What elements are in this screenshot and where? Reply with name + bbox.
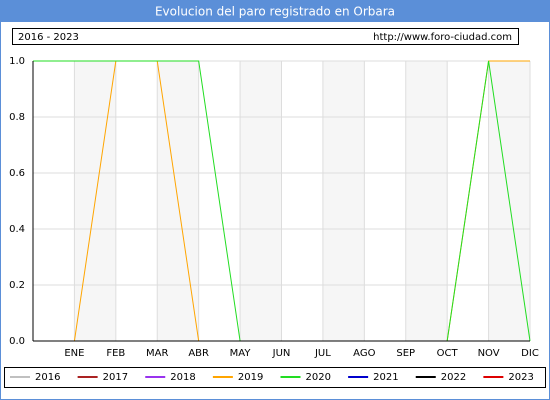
legend-label: 2019 — [238, 372, 263, 383]
y-tick-label: 0.4 — [9, 224, 25, 235]
title-bar — [0, 0, 550, 22]
source: http://www.foro-ciudad.com — [373, 32, 512, 43]
legend-label: 2021 — [373, 372, 398, 383]
subtitle: 2016 - 2023 — [18, 32, 79, 43]
x-tick-label: ENE — [64, 348, 84, 359]
y-tick-label: 0.0 — [9, 336, 25, 347]
x-tick-label: OCT — [437, 348, 459, 359]
legend-label: 2023 — [508, 372, 533, 383]
x-tick-label: MAR — [146, 348, 168, 359]
x-tick-label: JUL — [314, 348, 331, 359]
legend-label: 2020 — [306, 372, 331, 383]
x-tick-label: DIC — [521, 348, 539, 359]
band — [322, 61, 365, 341]
y-tick-label: 0.8 — [9, 112, 25, 123]
legend-label: 2016 — [35, 372, 60, 383]
chart-title: Evolucion del paro registrado en Orbara — [155, 5, 395, 19]
x-tick-label: NOV — [478, 348, 500, 359]
legend-box — [4, 367, 546, 388]
x-tick-label: JUN — [272, 348, 291, 359]
band — [405, 61, 448, 341]
legend-label: 2018 — [170, 372, 195, 383]
y-tick-label: 0.6 — [9, 168, 25, 179]
x-tick-label: ABR — [188, 348, 209, 359]
x-tick-label: SEP — [396, 348, 415, 359]
legend-label: 2017 — [103, 372, 128, 383]
subtitle-box — [12, 28, 519, 45]
legend-label: 2022 — [441, 372, 466, 383]
x-tick-label: AGO — [353, 348, 375, 359]
y-tick-label: 0.2 — [9, 280, 25, 291]
y-tick-label: 1.0 — [9, 56, 25, 67]
x-tick-label: FEB — [106, 348, 125, 359]
band — [240, 61, 282, 341]
x-tick-label: MAY — [230, 348, 252, 359]
